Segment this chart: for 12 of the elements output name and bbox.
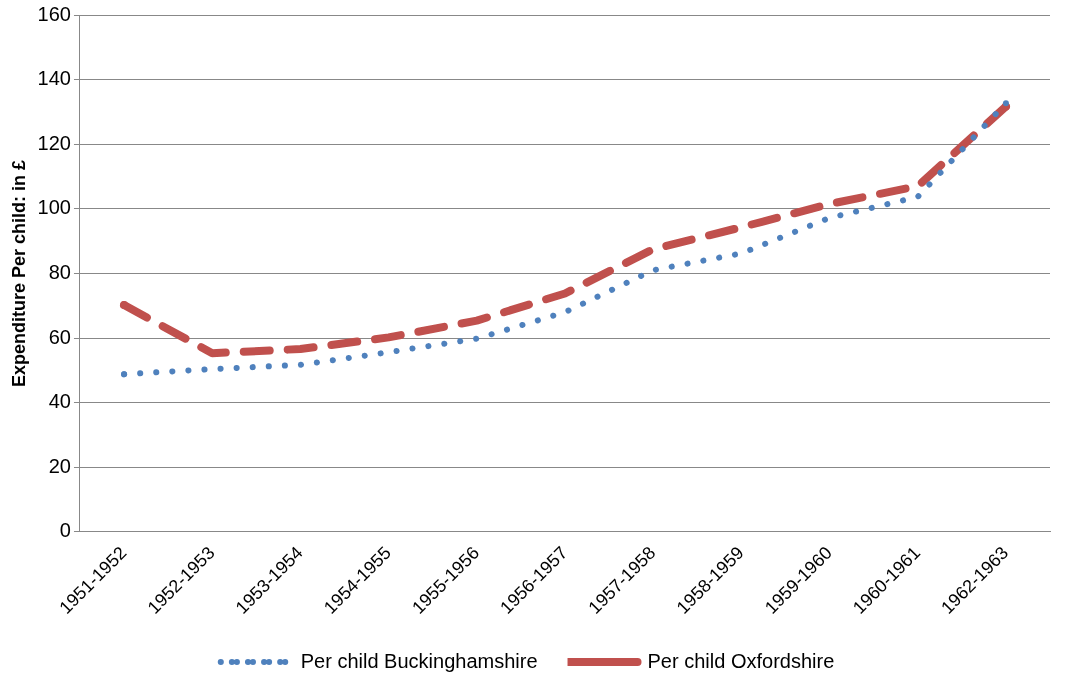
y-tick-label: 160 — [37, 2, 71, 25]
y-tick-label: 0 — [59, 519, 71, 542]
y-tick-label: 100 — [37, 196, 71, 219]
y-tick-label: 60 — [48, 325, 71, 348]
legend-label: Per child Buckinghamshire — [300, 649, 538, 672]
y-tick-label: 20 — [48, 454, 71, 477]
legend-label: Per child Oxfordshire — [647, 649, 835, 672]
y-tick-label: 140 — [37, 67, 71, 90]
y-tick-label: 40 — [48, 390, 71, 413]
y-tick-label: 120 — [37, 131, 71, 154]
y-axis-title: Expenditure Per child: in £ — [8, 159, 29, 387]
y-tick-label: 80 — [48, 260, 71, 283]
